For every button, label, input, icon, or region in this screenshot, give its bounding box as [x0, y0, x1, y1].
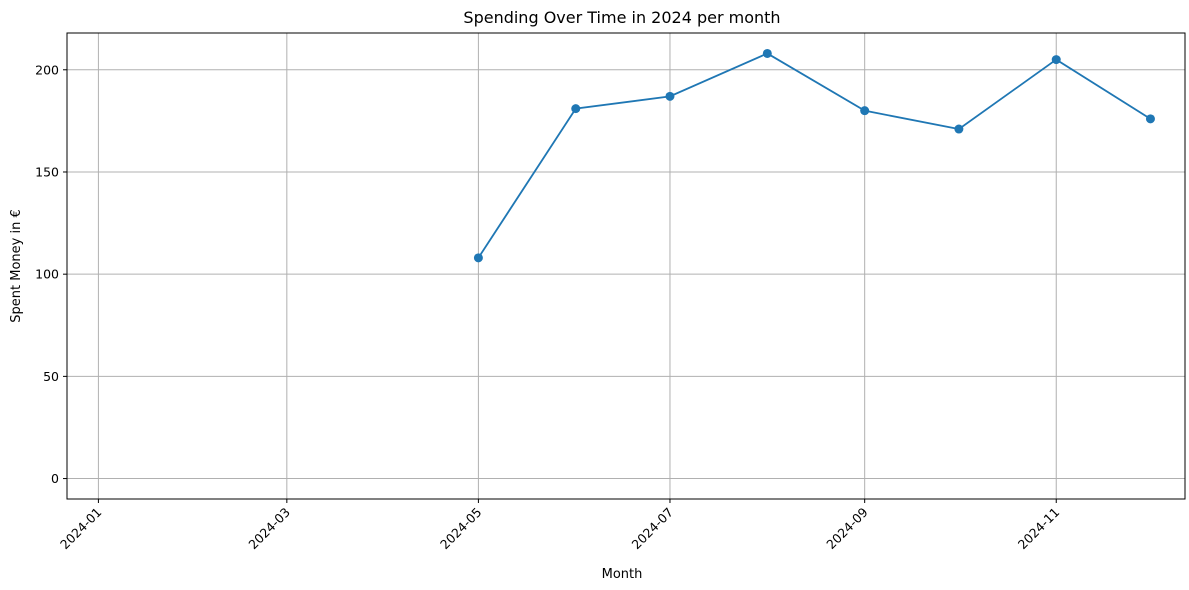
- y-axis-ticks: 0 50 100 150 200: [35, 62, 67, 486]
- x-axis-label: Month: [602, 567, 643, 582]
- data-point: [665, 91, 675, 101]
- y-axis-label: Spent Money in €: [9, 209, 24, 322]
- data-point: [954, 124, 964, 134]
- plot-frame: [66, 32, 1186, 500]
- series-layer: [473, 48, 1155, 263]
- y-tick-label: 0: [51, 471, 59, 486]
- y-tick-label: 50: [43, 369, 59, 384]
- chart-title: Spending Over Time in 2024 per month: [463, 8, 780, 27]
- x-tick-label: 2024-11: [1015, 505, 1063, 553]
- x-tick-label: 2024-07: [629, 505, 677, 553]
- data-point: [860, 106, 870, 116]
- grid-lines: [67, 33, 1185, 499]
- data-point: [1145, 114, 1155, 124]
- x-axis-ticks: 2024-01 2024-03 2024-05 2024-07 2024-09 2024-…: [57, 499, 1062, 552]
- data-point: [473, 253, 483, 263]
- data-point: [762, 48, 772, 58]
- y-tick-label: 200: [35, 62, 59, 77]
- data-point: [571, 104, 581, 114]
- x-tick-label: 2024-09: [823, 504, 871, 552]
- x-tick-label: 2024-01: [57, 505, 105, 553]
- series-line: [477, 52, 1151, 259]
- x-tick-label: 2024-03: [245, 505, 293, 553]
- x-tick-label: 2024-05: [437, 505, 485, 553]
- y-tick-label: 150: [35, 164, 59, 179]
- y-tick-label: 100: [35, 267, 59, 282]
- data-point: [1051, 55, 1061, 65]
